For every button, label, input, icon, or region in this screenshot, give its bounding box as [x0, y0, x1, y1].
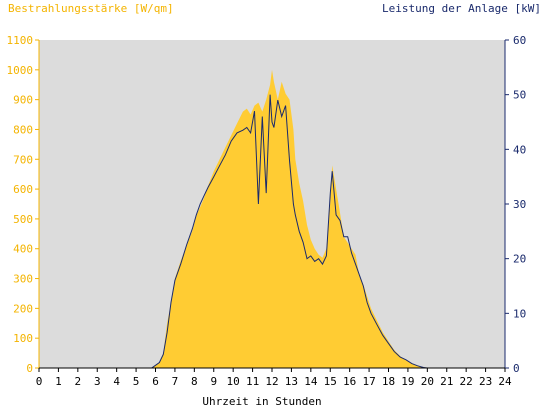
- x-tick-label: 4: [113, 375, 120, 388]
- x-tick-label: 24: [498, 375, 512, 388]
- x-tick-label: 12: [265, 375, 278, 388]
- left-tick-label: 400: [13, 243, 33, 256]
- left-tick-label: 600: [13, 183, 33, 196]
- left-tick-label: 700: [13, 153, 33, 166]
- x-tick-label: 8: [191, 375, 198, 388]
- x-tick-label: 18: [382, 375, 395, 388]
- right-tick-label: 10: [513, 307, 526, 320]
- right-tick-label: 50: [513, 89, 526, 102]
- x-tick-label: 14: [304, 375, 318, 388]
- right-tick-label: 60: [513, 34, 526, 47]
- right-tick-label: 30: [513, 198, 526, 211]
- left-tick-label: 300: [13, 273, 33, 286]
- left-axis-title: Bestrahlungsstärke [W/qm]: [8, 2, 174, 15]
- x-tick-label: 2: [75, 375, 82, 388]
- left-tick-label: 200: [13, 302, 33, 315]
- left-tick-label: 1000: [7, 64, 34, 77]
- right-axis-title: Leistung der Anlage [kW]: [382, 2, 541, 15]
- x-tick-label: 3: [94, 375, 101, 388]
- left-tick-label: 100: [13, 332, 33, 345]
- power-line-series: [39, 94, 505, 369]
- left-tick-label: 1100: [7, 34, 34, 47]
- irradiance-area-series: [39, 69, 505, 369]
- left-tick-label: 0: [26, 362, 33, 375]
- x-tick-label: 13: [285, 375, 298, 388]
- x-axis-ticks: 0 1 2 3 4 5 6 7 8 9 10 11 12 13 14 15 16 17 18 19 20 21 22 23 24: [36, 368, 512, 388]
- x-tick-label: 19: [401, 375, 414, 388]
- right-tick-label: 20: [513, 253, 526, 266]
- x-tick-label: 23: [479, 375, 492, 388]
- x-tick-label: 6: [152, 375, 159, 388]
- left-tick-label: 800: [13, 123, 33, 136]
- x-tick-label: 17: [362, 375, 375, 388]
- x-tick-label: 11: [246, 375, 259, 388]
- x-tick-label: 21: [440, 375, 453, 388]
- x-tick-label: 5: [133, 375, 140, 388]
- right-tick-label: 40: [513, 143, 526, 156]
- x-tick-label: 20: [421, 375, 434, 388]
- x-tick-label: 9: [210, 375, 217, 388]
- right-axis-ticks: 0 10 20 30 40 50 60: [505, 34, 526, 375]
- left-axis-ticks: 0 100 200 300 400 500 600 700 800 900 1000 1100: [7, 34, 39, 375]
- x-tick-label: 16: [343, 375, 356, 388]
- x-axis-title: Uhrzeit in Stunden: [202, 395, 321, 408]
- left-tick-label: 500: [13, 213, 33, 226]
- right-tick-label: 0: [513, 362, 520, 375]
- x-tick-label: 7: [172, 375, 179, 388]
- x-tick-label: 15: [324, 375, 337, 388]
- x-tick-label: 10: [227, 375, 240, 388]
- left-tick-label: 900: [13, 94, 33, 107]
- x-tick-label: 22: [460, 375, 473, 388]
- x-tick-label: 0: [36, 375, 43, 388]
- x-tick-label: 1: [55, 375, 62, 388]
